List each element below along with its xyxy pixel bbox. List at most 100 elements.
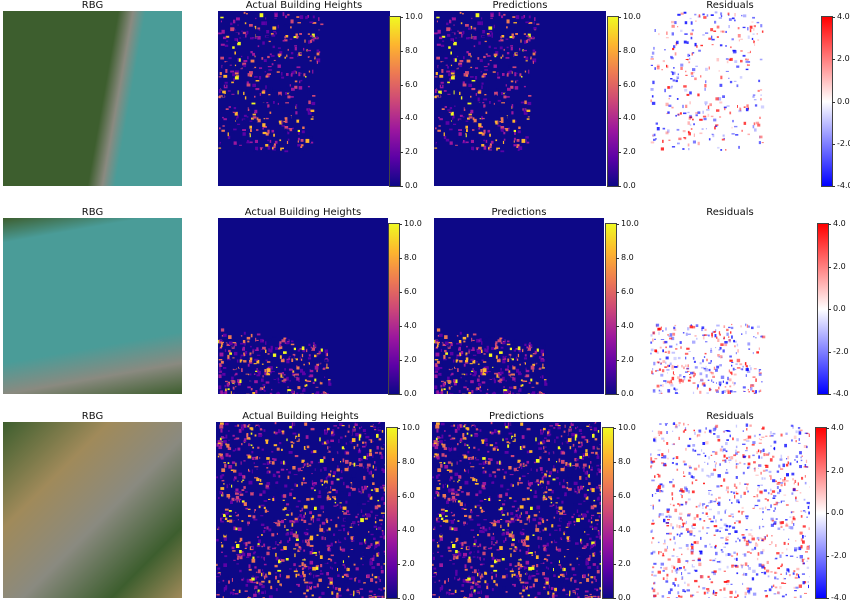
colorbar-tick-mark: [826, 556, 829, 557]
height-colorbar-pred: [608, 17, 618, 186]
colorbar-tick-label: 2.0: [618, 559, 631, 568]
colorbar-tick-mark: [616, 360, 619, 361]
residual-colorbar: [822, 17, 832, 186]
actual-heights-title: Actual Building Heights: [246, 0, 363, 11]
actual-heights-title: Actual Building Heights: [242, 411, 359, 422]
colorbar-tick-label: 0.0: [623, 181, 636, 190]
colorbar-tick-label: 8.0: [618, 457, 631, 466]
colorbar-tick-label: 6.0: [402, 491, 415, 500]
colorbar-tick-mark: [400, 118, 403, 119]
colorbar-tick-label: 8.0: [404, 253, 417, 262]
colorbar-tick-mark: [399, 394, 402, 395]
satellite-rgb-image: [3, 218, 182, 394]
colorbar-tick-mark: [399, 224, 402, 225]
colorbar-tick-label: 2.0: [402, 559, 415, 568]
colorbar-tick-mark: [832, 186, 835, 187]
colorbar-tick-label: 0.0: [831, 508, 844, 517]
colorbar-tick-mark: [832, 144, 835, 145]
colorbar-tick-mark: [397, 428, 400, 429]
colorbar-tick-mark: [399, 360, 402, 361]
predictions-map: [434, 218, 604, 394]
colorbar-tick-mark: [613, 496, 616, 497]
residuals-title: Residuals: [706, 0, 753, 11]
colorbar-tick-mark: [616, 292, 619, 293]
colorbar-tick-mark: [400, 17, 403, 18]
colorbar-tick-mark: [397, 598, 400, 599]
residual-colorbar: [816, 428, 826, 598]
colorbar-tick-mark: [616, 394, 619, 395]
predictions-map: [434, 11, 606, 186]
colorbar-tick-label: 6.0: [405, 80, 418, 89]
colorbar-tick-label: -4.0: [833, 389, 849, 398]
predictions-title: Predictions: [489, 411, 544, 422]
colorbar-tick-mark: [616, 258, 619, 259]
colorbar-tick-label: 8.0: [405, 46, 418, 55]
colorbar-tick-mark: [613, 462, 616, 463]
height-colorbar-actual: [389, 224, 399, 394]
colorbar-tick-mark: [832, 17, 835, 18]
colorbar-tick-label: 4.0: [405, 113, 418, 122]
colorbar-tick-label: 10.0: [621, 219, 639, 228]
colorbar-tick-label: 0.0: [405, 181, 418, 190]
height-colorbar-pred: [606, 224, 616, 394]
colorbar-tick-mark: [828, 394, 831, 395]
colorbar-tick-mark: [826, 598, 829, 599]
actual-heights-title: Actual Building Heights: [245, 207, 362, 218]
colorbar-tick-label: 0.0: [621, 389, 634, 398]
colorbar-tick-mark: [397, 462, 400, 463]
colorbar-tick-mark: [613, 530, 616, 531]
predictions-title: Predictions: [492, 207, 547, 218]
colorbar-tick-label: 8.0: [402, 457, 415, 466]
colorbar-tick-label: 10.0: [402, 423, 420, 432]
colorbar-tick-mark: [400, 51, 403, 52]
colorbar-tick-mark: [618, 85, 621, 86]
colorbar-tick-label: 2.0: [623, 147, 636, 156]
residual-colorbar: [818, 224, 828, 394]
colorbar-tick-label: 10.0: [405, 12, 423, 21]
colorbar-tick-label: -4.0: [837, 181, 850, 190]
colorbar-tick-mark: [400, 152, 403, 153]
residuals-map: [650, 11, 810, 186]
colorbar-tick-label: 2.0: [831, 466, 844, 475]
colorbar-tick-mark: [613, 598, 616, 599]
colorbar-tick-mark: [828, 352, 831, 353]
colorbar-tick-label: 10.0: [618, 423, 636, 432]
colorbar-tick-label: 10.0: [623, 12, 641, 21]
colorbar-tick-mark: [400, 85, 403, 86]
colorbar-tick-label: 6.0: [618, 491, 631, 500]
colorbar-tick-mark: [826, 428, 829, 429]
colorbar-tick-mark: [399, 258, 402, 259]
colorbar-tick-mark: [828, 309, 831, 310]
colorbar-tick-label: 10.0: [404, 219, 422, 228]
colorbar-tick-label: 4.0: [618, 525, 631, 534]
colorbar-tick-mark: [832, 102, 835, 103]
colorbar-tick-mark: [618, 152, 621, 153]
rgb-title: RBG: [82, 207, 103, 218]
colorbar-tick-mark: [618, 186, 621, 187]
colorbar-tick-label: 8.0: [623, 46, 636, 55]
colorbar-tick-mark: [397, 496, 400, 497]
colorbar-tick-label: 4.0: [404, 321, 417, 330]
satellite-rgb-image: [3, 422, 182, 598]
colorbar-tick-mark: [828, 267, 831, 268]
colorbar-tick-label: 8.0: [621, 253, 634, 262]
colorbar-tick-mark: [618, 51, 621, 52]
colorbar-tick-label: -2.0: [833, 347, 849, 356]
residuals-map: [650, 218, 810, 394]
colorbar-tick-label: 6.0: [404, 287, 417, 296]
colorbar-tick-mark: [616, 224, 619, 225]
colorbar-tick-mark: [826, 513, 829, 514]
colorbar-tick-mark: [399, 292, 402, 293]
residuals-title: Residuals: [706, 411, 753, 422]
rgb-title: RBG: [82, 0, 103, 11]
colorbar-tick-label: -2.0: [837, 139, 850, 148]
height-colorbar-actual: [390, 17, 400, 186]
colorbar-tick-mark: [613, 564, 616, 565]
height-colorbar-pred: [603, 428, 613, 598]
height-colorbar-actual: [387, 428, 397, 598]
colorbar-tick-mark: [832, 59, 835, 60]
colorbar-tick-label: 2.0: [621, 355, 634, 364]
residuals-title: Residuals: [706, 207, 753, 218]
colorbar-tick-label: 6.0: [621, 287, 634, 296]
actual-heights-map: [218, 218, 388, 394]
